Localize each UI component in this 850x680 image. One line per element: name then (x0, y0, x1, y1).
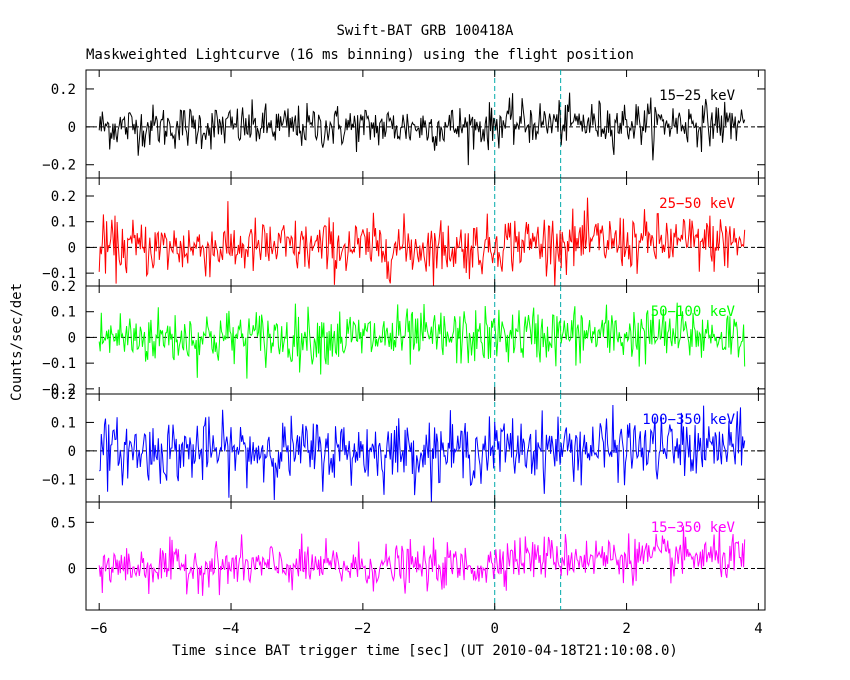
series-line (98, 302, 746, 379)
y-tick-label: 0.1 (51, 415, 76, 431)
y-tick-label: 0 (68, 120, 76, 136)
band-label: 100−350 keV (642, 412, 735, 428)
y-tick-label: −0.2 (42, 382, 76, 398)
y-tick-label: 0.2 (51, 82, 76, 98)
band-label: 15−25 keV (659, 88, 735, 104)
band-label: 25−50 keV (659, 196, 735, 212)
y-tick-label: 0 (68, 561, 76, 577)
panel-2: −0.1 0 0.1 0.2 25−50 keV (42, 177, 766, 287)
band-label: 15−350 keV (651, 520, 736, 536)
y-tick-label: −0.2 (42, 158, 76, 174)
y-tick-label: −0.1 (42, 356, 76, 372)
y-tick-label: −0.1 (42, 472, 76, 488)
series-line (98, 197, 746, 287)
y-tick-label: 0.1 (51, 305, 76, 321)
y-tick-label: 0.2 (51, 279, 76, 295)
panel-4: −0.1 0 0.1 0.2 100−350 keV (42, 387, 766, 503)
y-tick-label: 0 (68, 240, 76, 256)
panel-frame (85, 285, 766, 395)
panel-1: −0.2 0 0.2 15−25 keV (42, 69, 766, 179)
series-line (98, 404, 746, 503)
x-tick-label: 4 (754, 621, 762, 637)
y-tick-label: 0 (68, 330, 76, 346)
panel-5: 0 0.5 15−350 keV (51, 501, 766, 611)
panel-group: −0.200.2 15−25 keV−0.100.10.2 25−50 keV−0.… (42, 69, 766, 611)
panel-3: −0.2 −0.1 0 0.1 0.2 50−100 keV (42, 279, 766, 398)
y-tick-label: −0.1 (42, 266, 76, 282)
x-tick-label: −4 (223, 621, 240, 637)
x-axis-label: Time since BAT trigger time [sec] (UT 20… (172, 643, 678, 659)
series-line (98, 525, 746, 596)
panel-frame (85, 501, 766, 611)
x-tick-label: −6 (91, 621, 108, 637)
chart-title: Swift-BAT GRB 100418A (336, 23, 514, 39)
x-tick-label: −2 (354, 621, 371, 637)
y-tick-label: 0.5 (51, 515, 76, 531)
y-tick-label: 0.2 (51, 189, 76, 205)
x-tick-label: 0 (490, 621, 498, 637)
x-tick-label: 2 (622, 621, 630, 637)
chart-subtitle: Maskweighted Lightcurve (16 ms binning) … (86, 47, 634, 63)
series-line (98, 92, 746, 166)
x-axis: −6 −4 −2 0 2 4 (91, 621, 763, 637)
band-label: 50−100 keV (651, 304, 736, 320)
y-tick-label: 0.1 (51, 215, 76, 231)
y-axis-label: Counts/sec/det (9, 283, 25, 401)
y-tick-label: 0.2 (51, 387, 76, 403)
y-tick-label: 0 (68, 444, 76, 460)
